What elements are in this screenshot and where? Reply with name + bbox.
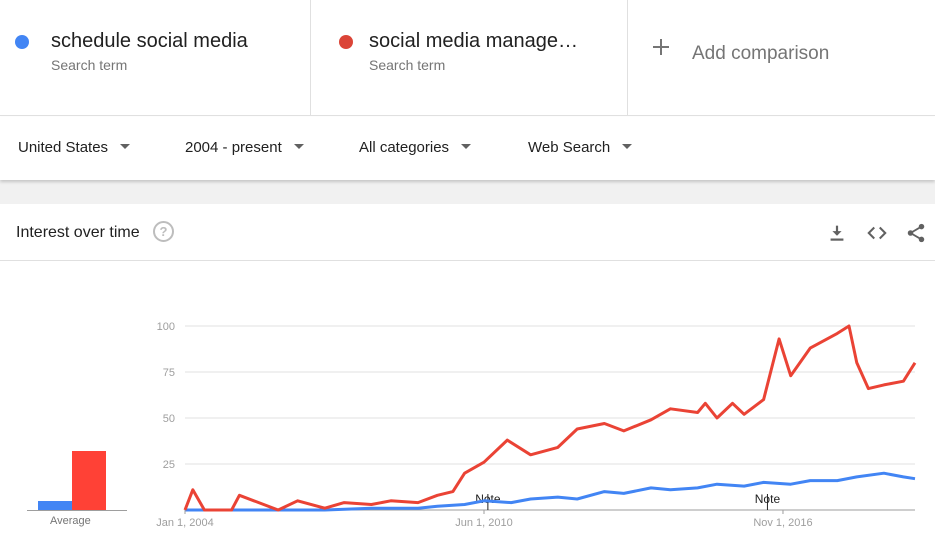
series-line-1[interactable]	[185, 471, 916, 512]
y-tick-label: 75	[163, 367, 175, 379]
search-property-value: Web Search	[528, 139, 611, 156]
search-term-name[interactable]: schedule social media	[51, 30, 248, 52]
average-bar-term-2[interactable]	[72, 451, 106, 510]
series-color-dot-red-icon	[339, 35, 353, 49]
y-tick-label: 25	[163, 459, 175, 471]
embed-code-icon[interactable]	[866, 222, 888, 244]
help-icon[interactable]: ?	[153, 221, 174, 242]
average-label: Average	[50, 515, 91, 527]
card-title: Interest over time	[16, 224, 140, 241]
search-term-type: Search term	[51, 57, 128, 73]
category-value: All categories	[359, 139, 450, 156]
search-term-type: Search term	[369, 57, 446, 73]
caret-down-icon	[622, 144, 633, 149]
time-range-dropdown[interactable]: 2004 - present	[185, 139, 304, 156]
time-range-value: 2004 - present	[185, 139, 282, 156]
interest-over-time-card: Interest over time ? Average 25 50 75 100 N…	[0, 204, 935, 549]
x-tick-label: Jun 1, 2010	[455, 517, 513, 529]
region-value: United States	[18, 139, 109, 156]
add-comparison-label: Add comparison	[692, 43, 830, 64]
share-icon[interactable]	[905, 222, 927, 244]
caret-down-icon	[293, 144, 304, 149]
download-icon[interactable]	[826, 222, 848, 244]
x-tick-label: Jan 1, 2004	[156, 517, 214, 529]
search-terms-bar: schedule social media Search term social…	[0, 0, 935, 116]
section-divider	[0, 180, 935, 204]
search-property-dropdown[interactable]: Web Search	[528, 139, 633, 156]
x-tick-label: Nov 1, 2016	[753, 517, 812, 529]
caret-down-icon	[461, 144, 472, 149]
caret-down-icon	[120, 144, 131, 149]
y-tick-label: 100	[157, 321, 175, 333]
category-dropdown[interactable]: All categories	[359, 139, 472, 156]
region-dropdown[interactable]: United States	[18, 139, 131, 156]
interest-over-time-chart[interactable]: 25 50 75 100 Note Note Jan 1, 2004 Jun 1, 201…	[140, 304, 920, 534]
filter-bar: United States 2004 - present All categor…	[0, 117, 935, 180]
add-comparison-button[interactable]: Add comparison	[628, 0, 935, 116]
average-baseline	[27, 510, 127, 511]
average-bar-term-1[interactable]	[38, 500, 72, 510]
note-label[interactable]: Note	[755, 492, 781, 506]
note-label[interactable]: Note	[475, 492, 501, 506]
y-tick-label: 50	[163, 413, 175, 425]
series-line-2[interactable]	[183, 324, 917, 512]
search-term-name[interactable]: social media manage…	[369, 30, 578, 52]
series-color-dot-blue-icon	[15, 35, 29, 49]
search-term-1[interactable]: schedule social media Search term	[0, 0, 311, 116]
card-header: Interest over time ?	[0, 204, 935, 261]
plus-icon	[652, 38, 670, 56]
search-term-2[interactable]: social media manage… Search term	[311, 0, 628, 116]
